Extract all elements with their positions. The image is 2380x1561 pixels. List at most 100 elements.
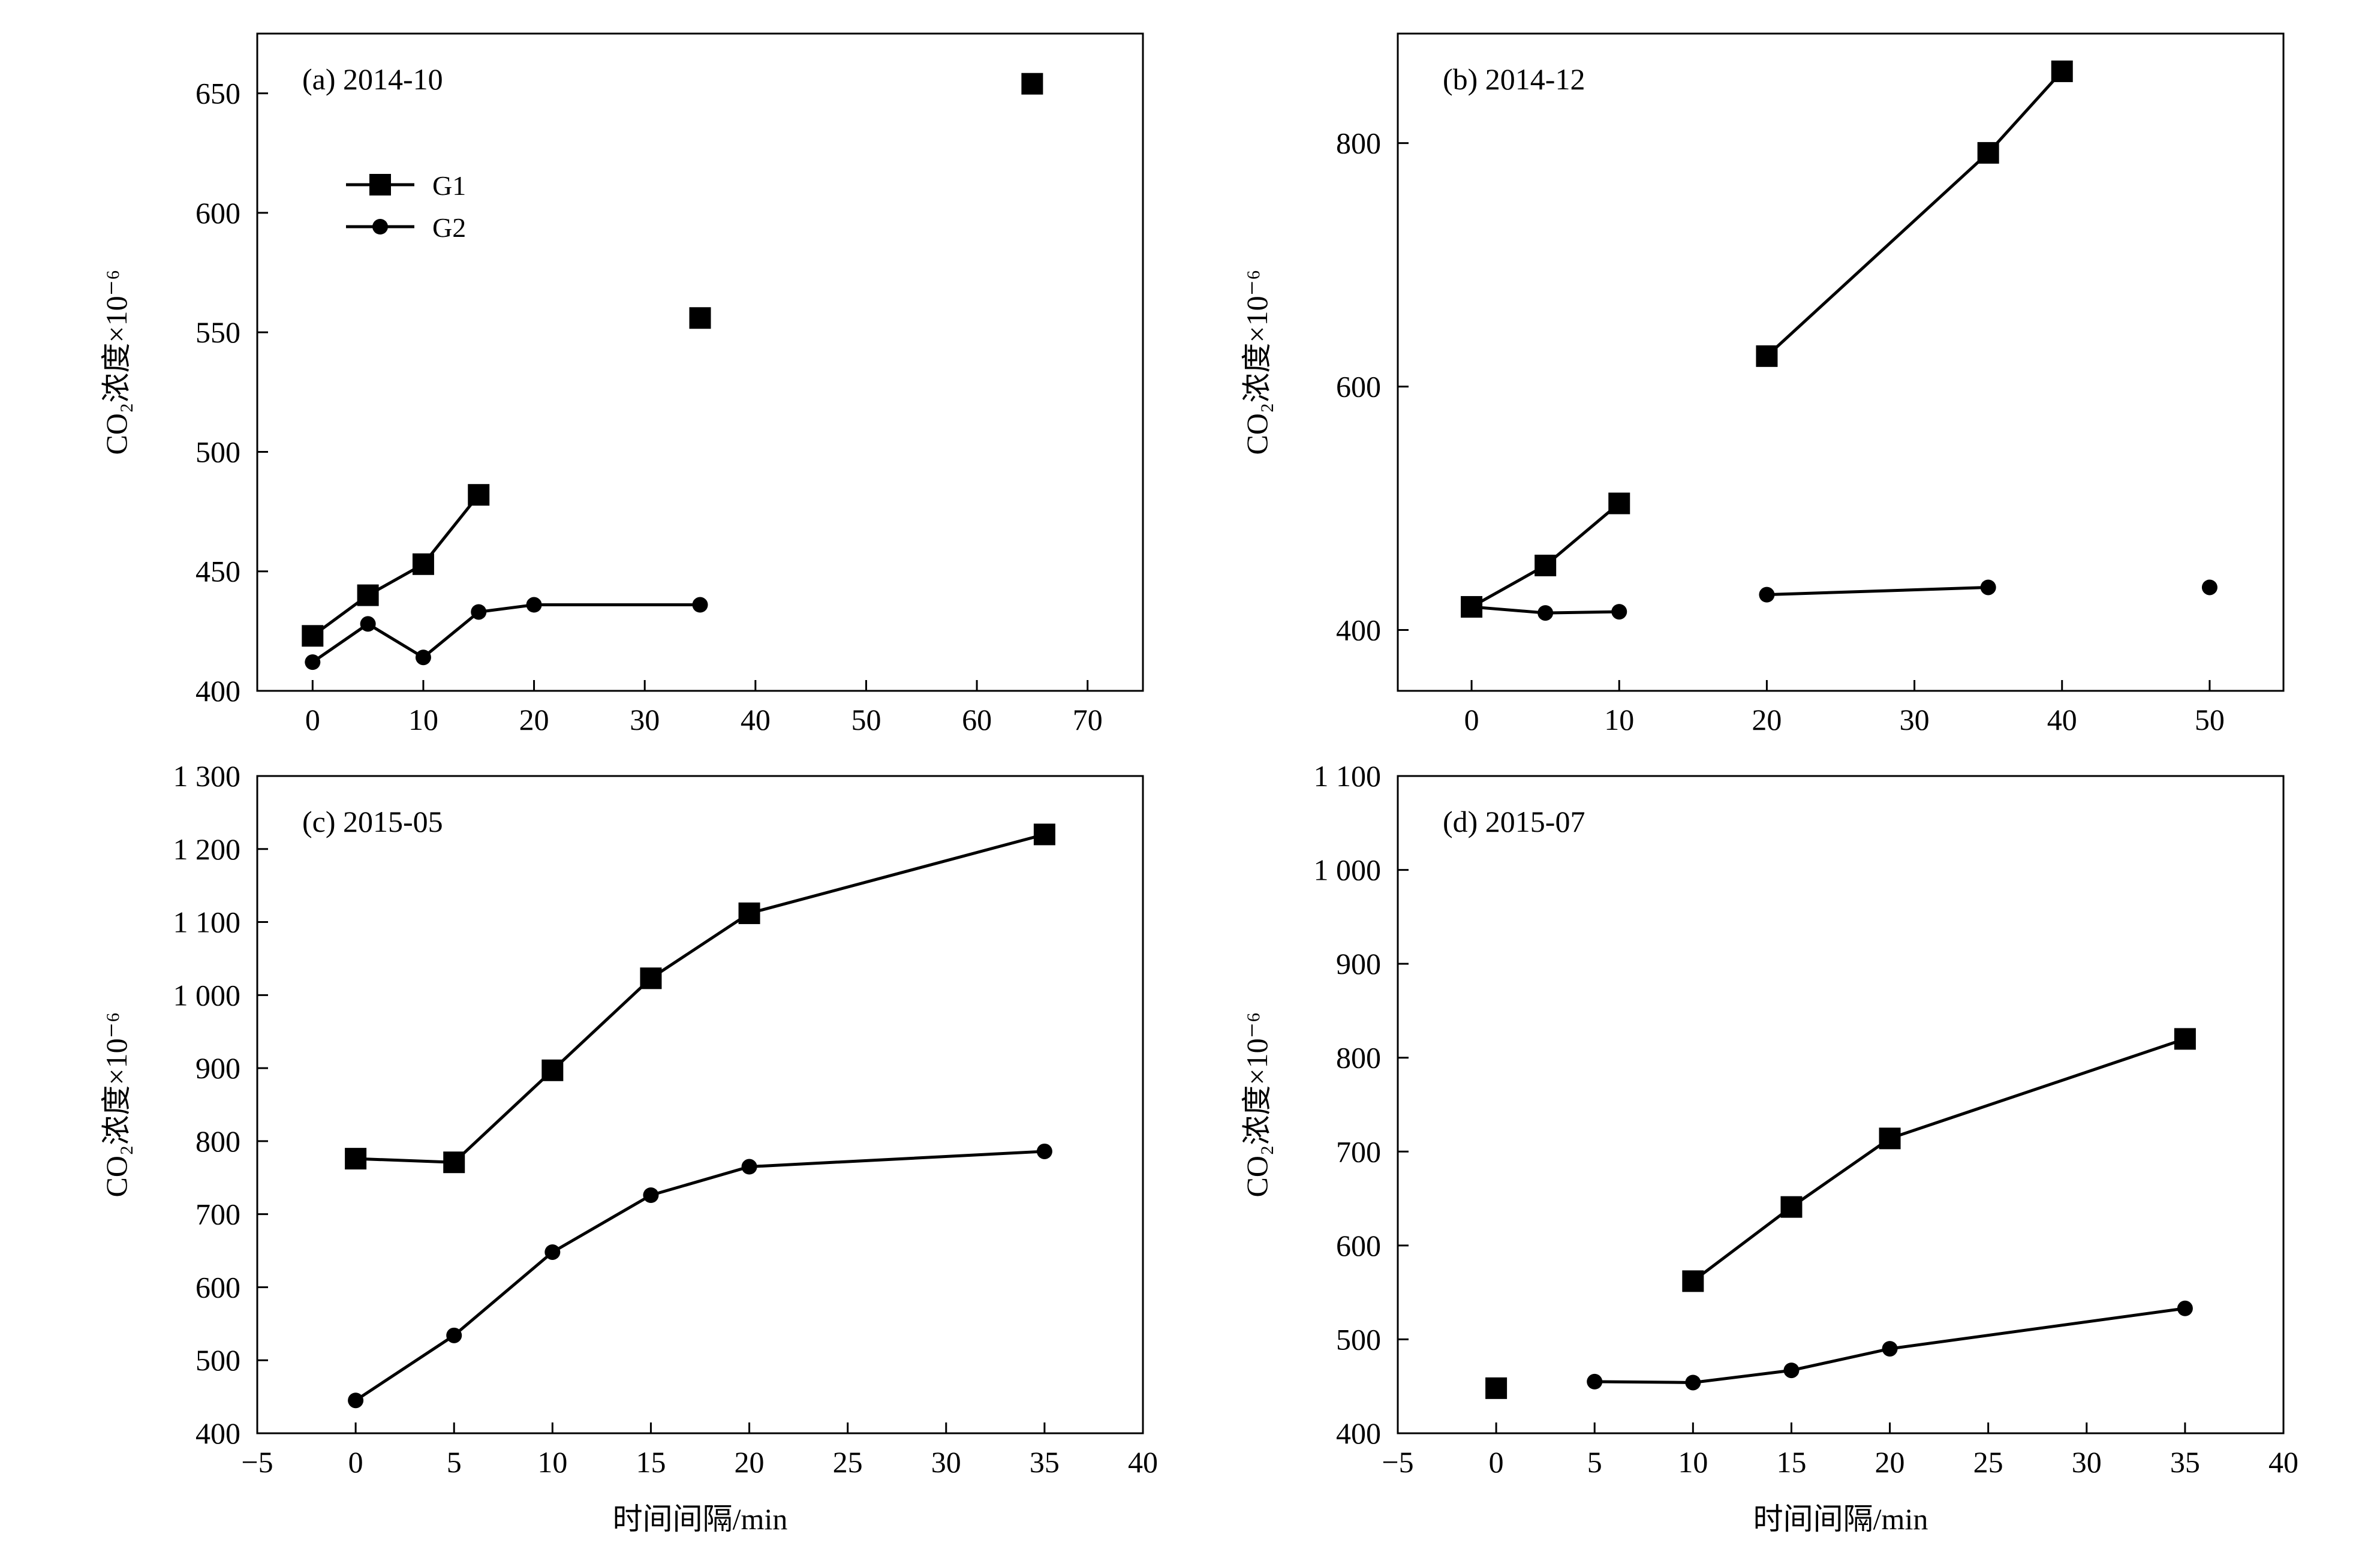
x-tick-label: 20 <box>1752 703 1782 736</box>
data-point-square <box>1879 1127 1901 1150</box>
y-tick-label: 800 <box>1336 1041 1381 1075</box>
series-line-g2 <box>311 603 700 664</box>
data-point-square <box>1682 1270 1704 1292</box>
y-tick-label: 600 <box>195 1270 240 1304</box>
x-tick-label: 0 <box>1489 1445 1504 1479</box>
series-line-g1 <box>1692 1037 2186 1283</box>
x-tick-label: 40 <box>2268 1445 2298 1479</box>
x-tick-label: 20 <box>1875 1445 1905 1479</box>
chart-panel-b: 0 10 20 30 40 50 400 600 800 (b) 2014-12 CO₂浓度×10⁻… <box>1240 32 2285 736</box>
data-point-square <box>1756 345 1778 367</box>
x-tick-label: 10 <box>537 1445 567 1479</box>
panel-title: (a) 2014-10 <box>302 62 443 96</box>
series-g1 <box>302 73 1043 647</box>
x-tick-label: 50 <box>851 703 881 736</box>
data-point-circle <box>544 1244 561 1260</box>
plot-frame <box>256 32 1144 692</box>
data-point-circle <box>348 1392 364 1409</box>
x-tick-label: 5 <box>1587 1445 1602 1479</box>
y-tick-label: 1 000 <box>1314 853 1382 887</box>
plot-frame <box>1397 775 2285 1434</box>
y-tick-label: 400 <box>195 1416 240 1450</box>
data-point-circle <box>446 1327 462 1343</box>
data-point-square <box>541 1059 564 1081</box>
y-tick-label: 400 <box>1336 613 1381 647</box>
panel-title: (c) 2015-05 <box>302 805 443 838</box>
x-axis-label: 时间间隔/min <box>1753 1502 1928 1536</box>
x-tick-label: 50 <box>2195 703 2225 736</box>
legend-marker-circle <box>372 219 388 234</box>
data-point-circle <box>360 616 376 632</box>
data-point-square <box>2051 60 2073 82</box>
x-tick-label: 10 <box>1678 1445 1708 1479</box>
x-tick-label: 60 <box>962 703 992 736</box>
data-point-square <box>2174 1028 2196 1050</box>
data-point-square <box>412 553 434 575</box>
series-g1 <box>1485 1028 2196 1399</box>
x-tick-label: 5 <box>447 1445 462 1479</box>
panel-title: (d) 2015-07 <box>1443 805 1585 838</box>
data-point-square <box>443 1151 465 1174</box>
data-point-circle <box>1980 579 1996 595</box>
data-point-square <box>1021 73 1043 95</box>
chart-panel-d: −5 0 5 10 15 20 25 30 35 40 400 500 600 700 800 900 1 00… <box>1240 759 2298 1536</box>
legend-label: G1 <box>432 170 466 201</box>
y-tick-label: 700 <box>195 1198 240 1231</box>
x-tick-label: 35 <box>1030 1445 1060 1479</box>
y-tick-label: 600 <box>1336 1229 1381 1262</box>
data-point-square <box>1977 142 1999 164</box>
x-tick-label: 35 <box>2170 1445 2200 1479</box>
y-tick-label: 550 <box>195 315 240 349</box>
data-point-circle <box>1464 598 1480 615</box>
series-g1 <box>1461 60 2073 618</box>
data-point-circle <box>1587 1373 1603 1389</box>
y-tick-label: 800 <box>1336 127 1381 160</box>
y-tick-label: 450 <box>195 555 240 588</box>
x-tick-label: 0 <box>1464 703 1479 736</box>
data-point-circle <box>1537 605 1554 621</box>
data-point-square <box>345 1148 367 1170</box>
data-point-circle <box>415 649 431 666</box>
x-tick-label: 40 <box>1128 1445 1158 1479</box>
x-tick-label: 15 <box>636 1445 666 1479</box>
y-axis-label: CO₂浓度×10⁻⁶ <box>100 1012 133 1198</box>
legend-marker-square <box>369 174 391 195</box>
y-tick-label: 1 300 <box>173 759 241 793</box>
y-tick-label: 500 <box>195 435 240 468</box>
data-point-square <box>1485 1377 1508 1399</box>
data-point-square <box>1033 823 1055 846</box>
chart-panel-c: −5 0 5 10 15 20 25 30 35 40 400 500 600 700 800 900 1 00… <box>100 759 1158 1536</box>
data-point-square <box>640 967 662 989</box>
data-point-circle <box>1783 1363 1800 1379</box>
series-line-g1 <box>311 494 480 637</box>
x-tick-label: 70 <box>1073 703 1103 736</box>
data-point-circle <box>1759 586 1775 603</box>
x-tick-label: 10 <box>1604 703 1634 736</box>
y-tick-label: 900 <box>195 1051 240 1085</box>
data-point-square <box>1608 492 1630 515</box>
x-tick-label: 30 <box>2072 1445 2102 1479</box>
data-point-circle <box>1685 1374 1701 1391</box>
y-tick-label: 400 <box>1336 1416 1381 1450</box>
data-point-square <box>357 584 379 606</box>
series-g2 <box>348 1143 1052 1409</box>
y-tick-label: 400 <box>195 674 240 708</box>
x-tick-label: 30 <box>931 1445 961 1479</box>
x-tick-label: 20 <box>735 1445 765 1479</box>
data-point-circle <box>1611 604 1627 620</box>
data-point-circle <box>2177 1300 2193 1316</box>
x-tick-label: 10 <box>408 703 438 736</box>
chart-panel-a: 0 10 20 30 40 50 60 70 400 450 500 550 600 650 (a) 201… <box>100 32 1144 736</box>
data-point-square <box>1534 554 1557 576</box>
y-tick-label: 500 <box>195 1343 240 1377</box>
x-tick-label: 25 <box>1973 1445 2003 1479</box>
y-tick-label: 900 <box>1336 947 1381 980</box>
x-tick-label: 20 <box>519 703 549 736</box>
data-point-square <box>738 902 760 924</box>
y-tick-label: 1 100 <box>1314 759 1382 793</box>
x-tick-label: −5 <box>241 1445 273 1479</box>
y-axis-label: CO₂浓度×10⁻⁶ <box>100 270 133 455</box>
